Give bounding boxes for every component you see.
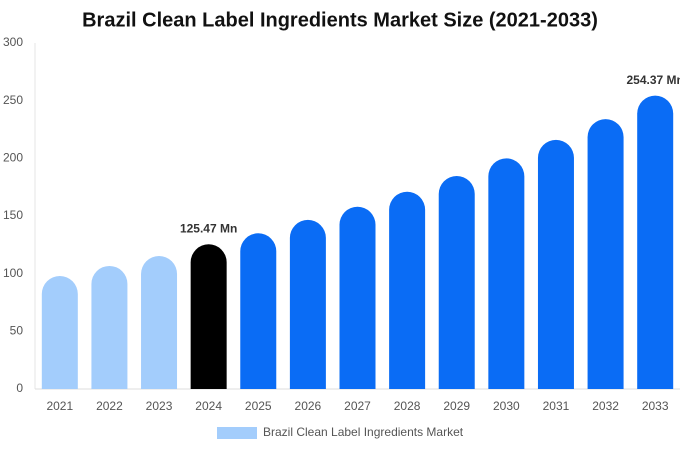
x-tick-label: 2021 (46, 399, 73, 413)
x-tick-label: 2030 (493, 399, 520, 413)
y-tick-label: 0 (16, 381, 23, 395)
legend-swatch (217, 427, 257, 439)
legend-label: Brazil Clean Label Ingredients Market (263, 425, 464, 439)
bar (339, 206, 376, 389)
chart-title: Brazil Clean Label Ingredients Market Si… (82, 9, 598, 31)
x-tick-label: 2028 (394, 399, 421, 413)
x-tick-label: 2023 (146, 399, 173, 413)
bar (637, 95, 674, 390)
bar (190, 244, 227, 389)
bar (587, 119, 624, 389)
y-tick-label: 150 (3, 208, 23, 222)
bar (289, 219, 326, 389)
x-tick-label: 2026 (295, 399, 322, 413)
x-tick-label: 2031 (543, 399, 570, 413)
x-tick-label: 2025 (245, 399, 272, 413)
value-label: 254.37 Mn (627, 73, 680, 87)
x-tick-label: 2033 (642, 399, 669, 413)
y-tick-label: 250 (3, 93, 23, 107)
bar (389, 191, 426, 389)
bar (91, 265, 128, 389)
x-tick-label: 2032 (592, 399, 619, 413)
y-tick-label: 300 (3, 35, 23, 49)
x-tick-label: 2024 (195, 399, 222, 413)
x-tick-label: 2022 (96, 399, 123, 413)
value-label: 125.47 Mn (180, 221, 237, 235)
bar (240, 233, 277, 389)
bar (41, 275, 78, 389)
bar (438, 175, 475, 389)
bar (141, 256, 178, 389)
x-tick-label: 2027 (344, 399, 371, 413)
bar (488, 158, 525, 389)
y-tick-label: 200 (3, 151, 23, 165)
bar (537, 139, 574, 389)
y-tick-label: 50 (10, 324, 24, 338)
y-tick-label: 100 (3, 266, 23, 280)
x-tick-label: 2029 (443, 399, 470, 413)
